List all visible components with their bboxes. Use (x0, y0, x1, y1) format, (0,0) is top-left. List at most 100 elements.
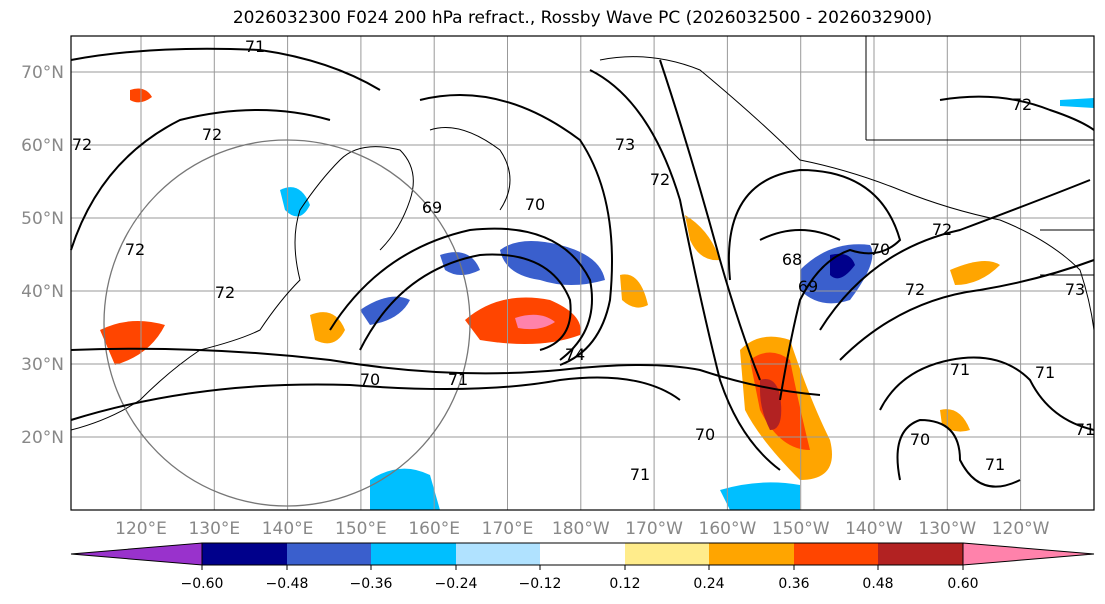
shaded-anomalies (100, 88, 1094, 510)
colorbar-tick-label: 0.12 (609, 576, 640, 592)
colorbar-tick-label: −0.48 (266, 576, 309, 592)
colorbar-tick-label: −0.60 (181, 576, 224, 592)
contour-line (727, 168, 902, 401)
colorbar-extend-high (962, 542, 1095, 566)
lon-label: 170°W (625, 519, 683, 539)
contour-label: 72 (125, 240, 145, 259)
colorbar-swatch (287, 543, 371, 565)
colorbar-swatch (878, 543, 963, 565)
anomaly-positive (515, 314, 555, 330)
anomaly-positive (100, 321, 165, 365)
contour-label: 71 (950, 360, 970, 379)
contour-label: 69 (798, 277, 818, 296)
contour-label: 72 (1012, 95, 1032, 114)
contour-label: 70 (695, 425, 715, 444)
contour-line (419, 94, 613, 366)
lon-label: 120°E (115, 519, 167, 539)
colorbar-tick-label: 0.48 (862, 576, 893, 592)
anomaly-negative (720, 482, 800, 510)
anomaly-negative (370, 468, 440, 510)
contour-line (70, 376, 681, 421)
contour-line (879, 356, 1095, 431)
colorbar-swatch (371, 543, 456, 565)
lon-label: 150°E (335, 519, 387, 539)
coastline-kamchatka (429, 127, 511, 211)
colorbar-tick-label: −0.36 (350, 576, 393, 592)
lat-label: 20°N (21, 428, 64, 448)
contour-label: 68 (782, 250, 802, 269)
anomaly-positive (760, 379, 782, 430)
colorbar-swatch (540, 543, 625, 565)
lon-label: 130°E (188, 519, 240, 539)
contour-line (659, 59, 761, 381)
colorbar-swatch (625, 543, 709, 565)
colorbar-tick-label: −0.24 (435, 576, 478, 592)
contour-label: 72 (215, 283, 235, 302)
contour-label: 69 (422, 198, 442, 217)
contour-label: 72 (932, 220, 952, 239)
contour-line (70, 109, 331, 251)
contour-label: 71 (1075, 420, 1095, 439)
anomaly-negative (830, 253, 855, 279)
reference-circle (103, 139, 471, 507)
colorbar-swatch (794, 543, 878, 565)
refractivity-contours (70, 47, 1095, 488)
latitude-labels: 70°N 60°N 50°N 40°N 30°N 20°N (21, 63, 64, 448)
contour-label: 70 (870, 240, 890, 259)
colorbar-swatch (709, 543, 794, 565)
lon-label: 170°E (482, 519, 534, 539)
contour-label: 74 (565, 345, 585, 364)
lon-label: 130°W (918, 519, 976, 539)
lon-label: 160°W (699, 519, 757, 539)
contour-label: 70 (525, 195, 545, 214)
contour-label: 70 (360, 370, 380, 389)
lon-label: 140°W (845, 519, 903, 539)
lat-label: 40°N (21, 282, 64, 302)
lon-label: 160°E (408, 519, 460, 539)
contour-label: 71 (448, 370, 468, 389)
anomaly-negative (1060, 98, 1094, 108)
contour-line (939, 95, 1095, 131)
contour-line (589, 69, 781, 471)
map-title: 2026032300 F024 200 hPa refract., Rossby… (232, 8, 933, 28)
contour-line (359, 253, 572, 351)
colorbar-extend-low (70, 542, 203, 566)
contour-label: 73 (1065, 280, 1085, 299)
contour-label: 72 (202, 125, 222, 144)
contour-label: 72 (650, 170, 670, 189)
contour-line (839, 259, 1095, 361)
lon-label: 140°E (262, 519, 314, 539)
contour-label: 71 (1035, 363, 1055, 382)
contour-line (759, 229, 841, 241)
anomaly-negative (500, 241, 605, 285)
contour-line (896, 418, 1021, 488)
colorbar: −0.60 −0.48 −0.36 −0.24 −0.12 0.12 0.24 0.36 0.4… (70, 542, 1095, 592)
contour-label: 72 (72, 135, 92, 154)
anomaly-positive (950, 261, 1000, 285)
colorbar-tick-label: 0.60 (947, 576, 978, 592)
contour-line (819, 179, 1091, 331)
coastline-north-america (599, 56, 1095, 331)
contour-label: 71 (245, 37, 265, 56)
lon-label: 180°W (552, 519, 610, 539)
contour-label: 72 (905, 280, 925, 299)
colorbar-swatch (456, 543, 540, 565)
contour-label: 70 (910, 430, 930, 449)
lon-label: 150°W (772, 519, 830, 539)
contour-line (329, 227, 593, 361)
contour-label: 73 (615, 135, 635, 154)
contour-labels: 71 72 72 72 69 70 71 73 72 74 70 71 70 71 68 69 70 72 72 72… (72, 37, 1095, 484)
contour-label: 71 (630, 465, 650, 484)
colorbar-swatch (202, 543, 287, 565)
longitude-labels: 120°E 130°E 140°E 150°E 160°E 170°E 180°W 170°W… (115, 519, 1050, 539)
anomaly-positive (685, 215, 720, 261)
lat-label: 60°N (21, 136, 64, 156)
colorbar-tick-label: −0.12 (519, 576, 562, 592)
lat-label: 70°N (21, 63, 64, 83)
lon-label: 120°W (992, 519, 1050, 539)
map-frame (70, 35, 1095, 511)
contour-line (70, 347, 821, 396)
lat-label: 30°N (21, 355, 64, 375)
contour-label: 71 (985, 455, 1005, 474)
